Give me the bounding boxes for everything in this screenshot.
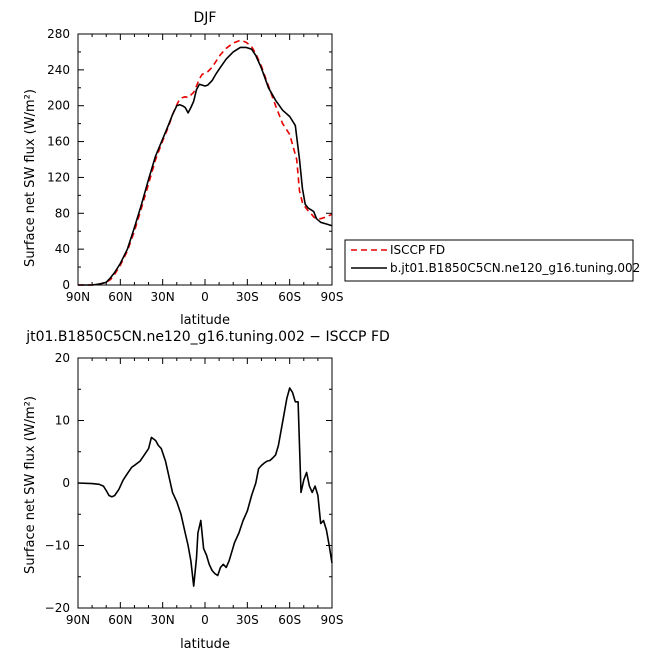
bottom-plot-frame xyxy=(77,357,333,609)
bottom-x-axis-label: latitude xyxy=(180,637,230,652)
x-tick-label: 0 xyxy=(201,290,209,304)
top-panel: DJF latitude Surface net SW flux (W/m²) … xyxy=(23,10,343,328)
bottom-series-group xyxy=(77,387,333,587)
y-tick-label: 80 xyxy=(55,206,70,220)
y-tick-label: 120 xyxy=(47,170,70,184)
top-series-group xyxy=(78,39,333,286)
top-plot-frame xyxy=(77,33,333,286)
y-tick-label: −20 xyxy=(45,601,70,615)
x-tick-label: 90N xyxy=(66,290,90,304)
x-tick-label: 0 xyxy=(201,613,209,627)
x-tick-label: 60S xyxy=(278,290,301,304)
x-tick-label: 30S xyxy=(236,290,259,304)
series-line-isccp-fd xyxy=(78,39,333,286)
y-tick-label: 280 xyxy=(47,27,70,41)
y-tick-label: 20 xyxy=(55,351,70,365)
y-tick-label: 40 xyxy=(55,242,70,256)
x-tick-label: 30N xyxy=(151,290,175,304)
x-tick-label: 60S xyxy=(278,613,301,627)
y-tick-label: −10 xyxy=(45,539,70,553)
top-y-axis-label: Surface net SW flux (W/m²) xyxy=(23,89,38,267)
legend-label-model: b.jt01.B1850C5CN.ne120_g16.tuning.002 xyxy=(390,261,640,275)
y-tick-label: 160 xyxy=(47,135,70,149)
x-tick-label: 60N xyxy=(108,290,132,304)
x-tick-label: 30N xyxy=(151,613,175,627)
bottom-chart-title: jt01.B1850C5CN.ne120_g16.tuning.002 − IS… xyxy=(25,329,390,345)
top-axis-ticks: 90N 60N 30N 0 30S 60S 90S 0 40 80 120 160 200 240 280 xyxy=(47,27,343,304)
legend-label-isccp: ISCCP FD xyxy=(390,243,445,257)
y-tick-label: 0 xyxy=(62,278,70,292)
bottom-panel: jt01.B1850C5CN.ne120_g16.tuning.002 − IS… xyxy=(23,329,390,652)
legend-box xyxy=(344,239,634,282)
x-tick-label: 90S xyxy=(321,613,344,627)
bottom-y-axis-label: Surface net SW flux (W/m²) xyxy=(23,396,38,574)
y-tick-label: 200 xyxy=(47,99,70,113)
y-tick-label: 240 xyxy=(47,63,70,77)
x-tick-label: 90S xyxy=(321,290,344,304)
x-tick-label: 90N xyxy=(66,613,90,627)
x-tick-label: 30S xyxy=(236,613,259,627)
top-chart-title: DJF xyxy=(194,10,217,26)
y-tick-label: 10 xyxy=(55,414,70,428)
x-tick-label: 60N xyxy=(108,613,132,627)
legend: ISCCP FD b.jt01.B1850C5CN.ne120_g16.tuni… xyxy=(344,239,640,282)
y-tick-label: 0 xyxy=(62,476,70,490)
top-x-axis-label: latitude xyxy=(180,313,230,328)
series-line-difference xyxy=(77,387,333,587)
series-line-b-jt01-b1850c5cn-ne120-g16-tuning-002 xyxy=(78,46,333,286)
